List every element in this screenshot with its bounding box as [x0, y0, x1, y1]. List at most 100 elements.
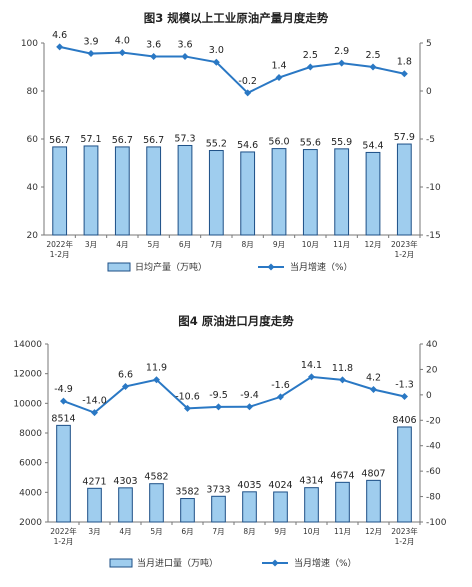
line-point [401, 393, 408, 401]
line-value-label: -9.4 [240, 390, 259, 401]
chart-1: 图3 规模以上工业原油产量月度走势 20 40 60 80 100 -15 -10 -5 0 5 20… [21, 11, 441, 273]
line-value-label: 11.9 [146, 363, 167, 374]
line-value-label: -10.6 [175, 391, 200, 402]
bar-value-label: 56.0 [268, 137, 289, 148]
legend-bar-label: 当月进口量（万吨） [137, 557, 218, 569]
line-value-label: 4.6 [52, 30, 67, 41]
bar-value-label: 57.3 [174, 133, 195, 144]
y-left-tick-label: 40 [27, 183, 39, 193]
y-right-tick-label: 20 [426, 365, 438, 375]
bar-value-label: 56.7 [112, 135, 133, 146]
x-tick-label: 12月 [365, 527, 382, 536]
y-left-tick-label: 2000 [19, 518, 42, 528]
y-left-tick-label: 80 [27, 87, 39, 97]
line-point [150, 52, 158, 60]
line-value-label: -1.6 [271, 380, 290, 391]
y-left-tick-label: 20 [27, 231, 39, 241]
line-value-label: 3.9 [83, 37, 98, 48]
y-left-tick-label: 6000 [19, 459, 42, 469]
bar [334, 148, 350, 236]
line-point [118, 49, 126, 57]
y-right-tick-label: -100 [426, 518, 447, 528]
x-tick-label: 12月 [364, 240, 381, 249]
bar [397, 426, 412, 523]
x-tick-label: 7月 [210, 240, 222, 249]
line-point [306, 63, 314, 71]
bar-value-label: 54.4 [362, 140, 383, 151]
y-left-tick-label: 4000 [19, 488, 42, 498]
x-tick-label: 6月 [181, 527, 193, 536]
line-point [153, 376, 160, 384]
x-tick-label: 2022年 1-2月 [46, 239, 73, 259]
x-tick-label: 8月 [243, 527, 255, 536]
legend-bar-swatch [107, 262, 131, 272]
line-point [338, 59, 346, 67]
bar [56, 424, 71, 523]
x-tick-label: 11月 [334, 527, 351, 536]
line-value-label: 14.1 [301, 360, 322, 371]
bar-value-label: 3733 [206, 484, 230, 495]
line-point [277, 393, 284, 401]
x-tick-label: 9月 [273, 240, 285, 249]
chart-2: 图4 原油进口月度走势 2000 4000 6000 8000 10000 12000 140… [13, 314, 446, 569]
y-right-tick-label: 0 [426, 87, 432, 97]
bar [335, 481, 350, 523]
line-value-label: 2.9 [334, 46, 349, 57]
bar [87, 487, 102, 523]
x-tick-label: 11月 [333, 240, 350, 249]
line-point [244, 89, 252, 97]
line-point [339, 376, 346, 384]
line-point [91, 409, 98, 417]
x-tick-label: 5月 [150, 527, 162, 536]
line-value-label: -4.9 [54, 384, 73, 395]
bar-value-label: 4035 [237, 480, 261, 491]
y-left-tick-label: 14000 [13, 340, 42, 350]
y-left-tick-label: 10000 [13, 399, 42, 409]
bar-value-label: 56.7 [49, 135, 70, 146]
legend-line-marker [271, 559, 279, 567]
bar-value-label: 4314 [299, 476, 323, 487]
line-value-label: 3.0 [209, 45, 224, 56]
x-tick-label: 4月 [119, 527, 131, 536]
bar-value-label: 8514 [51, 413, 75, 424]
line-value-label: 4.0 [115, 36, 130, 47]
bar [271, 148, 287, 236]
legend-line-marker [267, 263, 275, 271]
line-value-label: 4.2 [366, 373, 381, 384]
x-tick-label: 6月 [179, 240, 191, 249]
bar-value-label: 3582 [175, 487, 199, 498]
bar-value-label: 4271 [82, 476, 106, 487]
bar [83, 145, 99, 236]
legend-bar-swatch [109, 558, 133, 568]
bar [180, 498, 195, 523]
bar-value-label: 8406 [392, 415, 416, 426]
x-tick-label: 7月 [212, 527, 224, 536]
line-point [275, 74, 283, 82]
bar [366, 479, 381, 523]
line-value-label: 2.5 [303, 50, 318, 61]
line-point [400, 70, 408, 78]
bar [149, 483, 164, 523]
y-right-tick-label: 5 [426, 39, 432, 49]
y-right-tick-label: -40 [426, 442, 441, 452]
x-tick-label: 8月 [242, 240, 254, 249]
y-right-tick-label: -10 [426, 183, 441, 193]
line-point [184, 404, 191, 412]
line-value-label: 3.6 [146, 39, 161, 50]
y-left-tick-label: 12000 [13, 370, 42, 380]
x-tick-label: 10月 [302, 240, 319, 249]
bar [365, 151, 381, 236]
bar [114, 146, 130, 236]
bar-value-label: 4582 [144, 472, 168, 483]
y-right-tick-label: -80 [426, 493, 441, 503]
y-right-tick-label: -60 [426, 467, 441, 477]
line-point [87, 50, 95, 58]
line-value-label: 1.8 [397, 57, 412, 68]
legend-line-label: 当月增速（%） [290, 261, 353, 273]
bar-value-label: 55.6 [300, 138, 321, 149]
bar-value-label: 4807 [361, 468, 385, 479]
line-point [181, 52, 189, 60]
bar-value-label: 4303 [113, 476, 137, 487]
y-right-tick-label: 0 [426, 391, 432, 401]
line-point [246, 403, 253, 411]
